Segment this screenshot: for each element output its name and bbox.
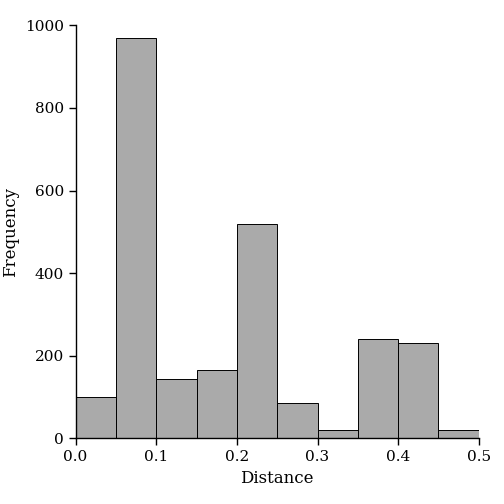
Bar	[318, 430, 358, 438]
Bar	[156, 379, 197, 438]
Y-axis label: Frequency: Frequency	[2, 187, 19, 277]
Bar	[76, 397, 116, 438]
Bar	[197, 370, 237, 438]
Bar	[438, 430, 479, 438]
Bar	[358, 339, 398, 438]
Bar	[277, 403, 318, 438]
X-axis label: Distance: Distance	[240, 470, 314, 487]
Bar	[237, 224, 277, 438]
Bar	[398, 343, 438, 438]
Bar	[116, 38, 156, 438]
